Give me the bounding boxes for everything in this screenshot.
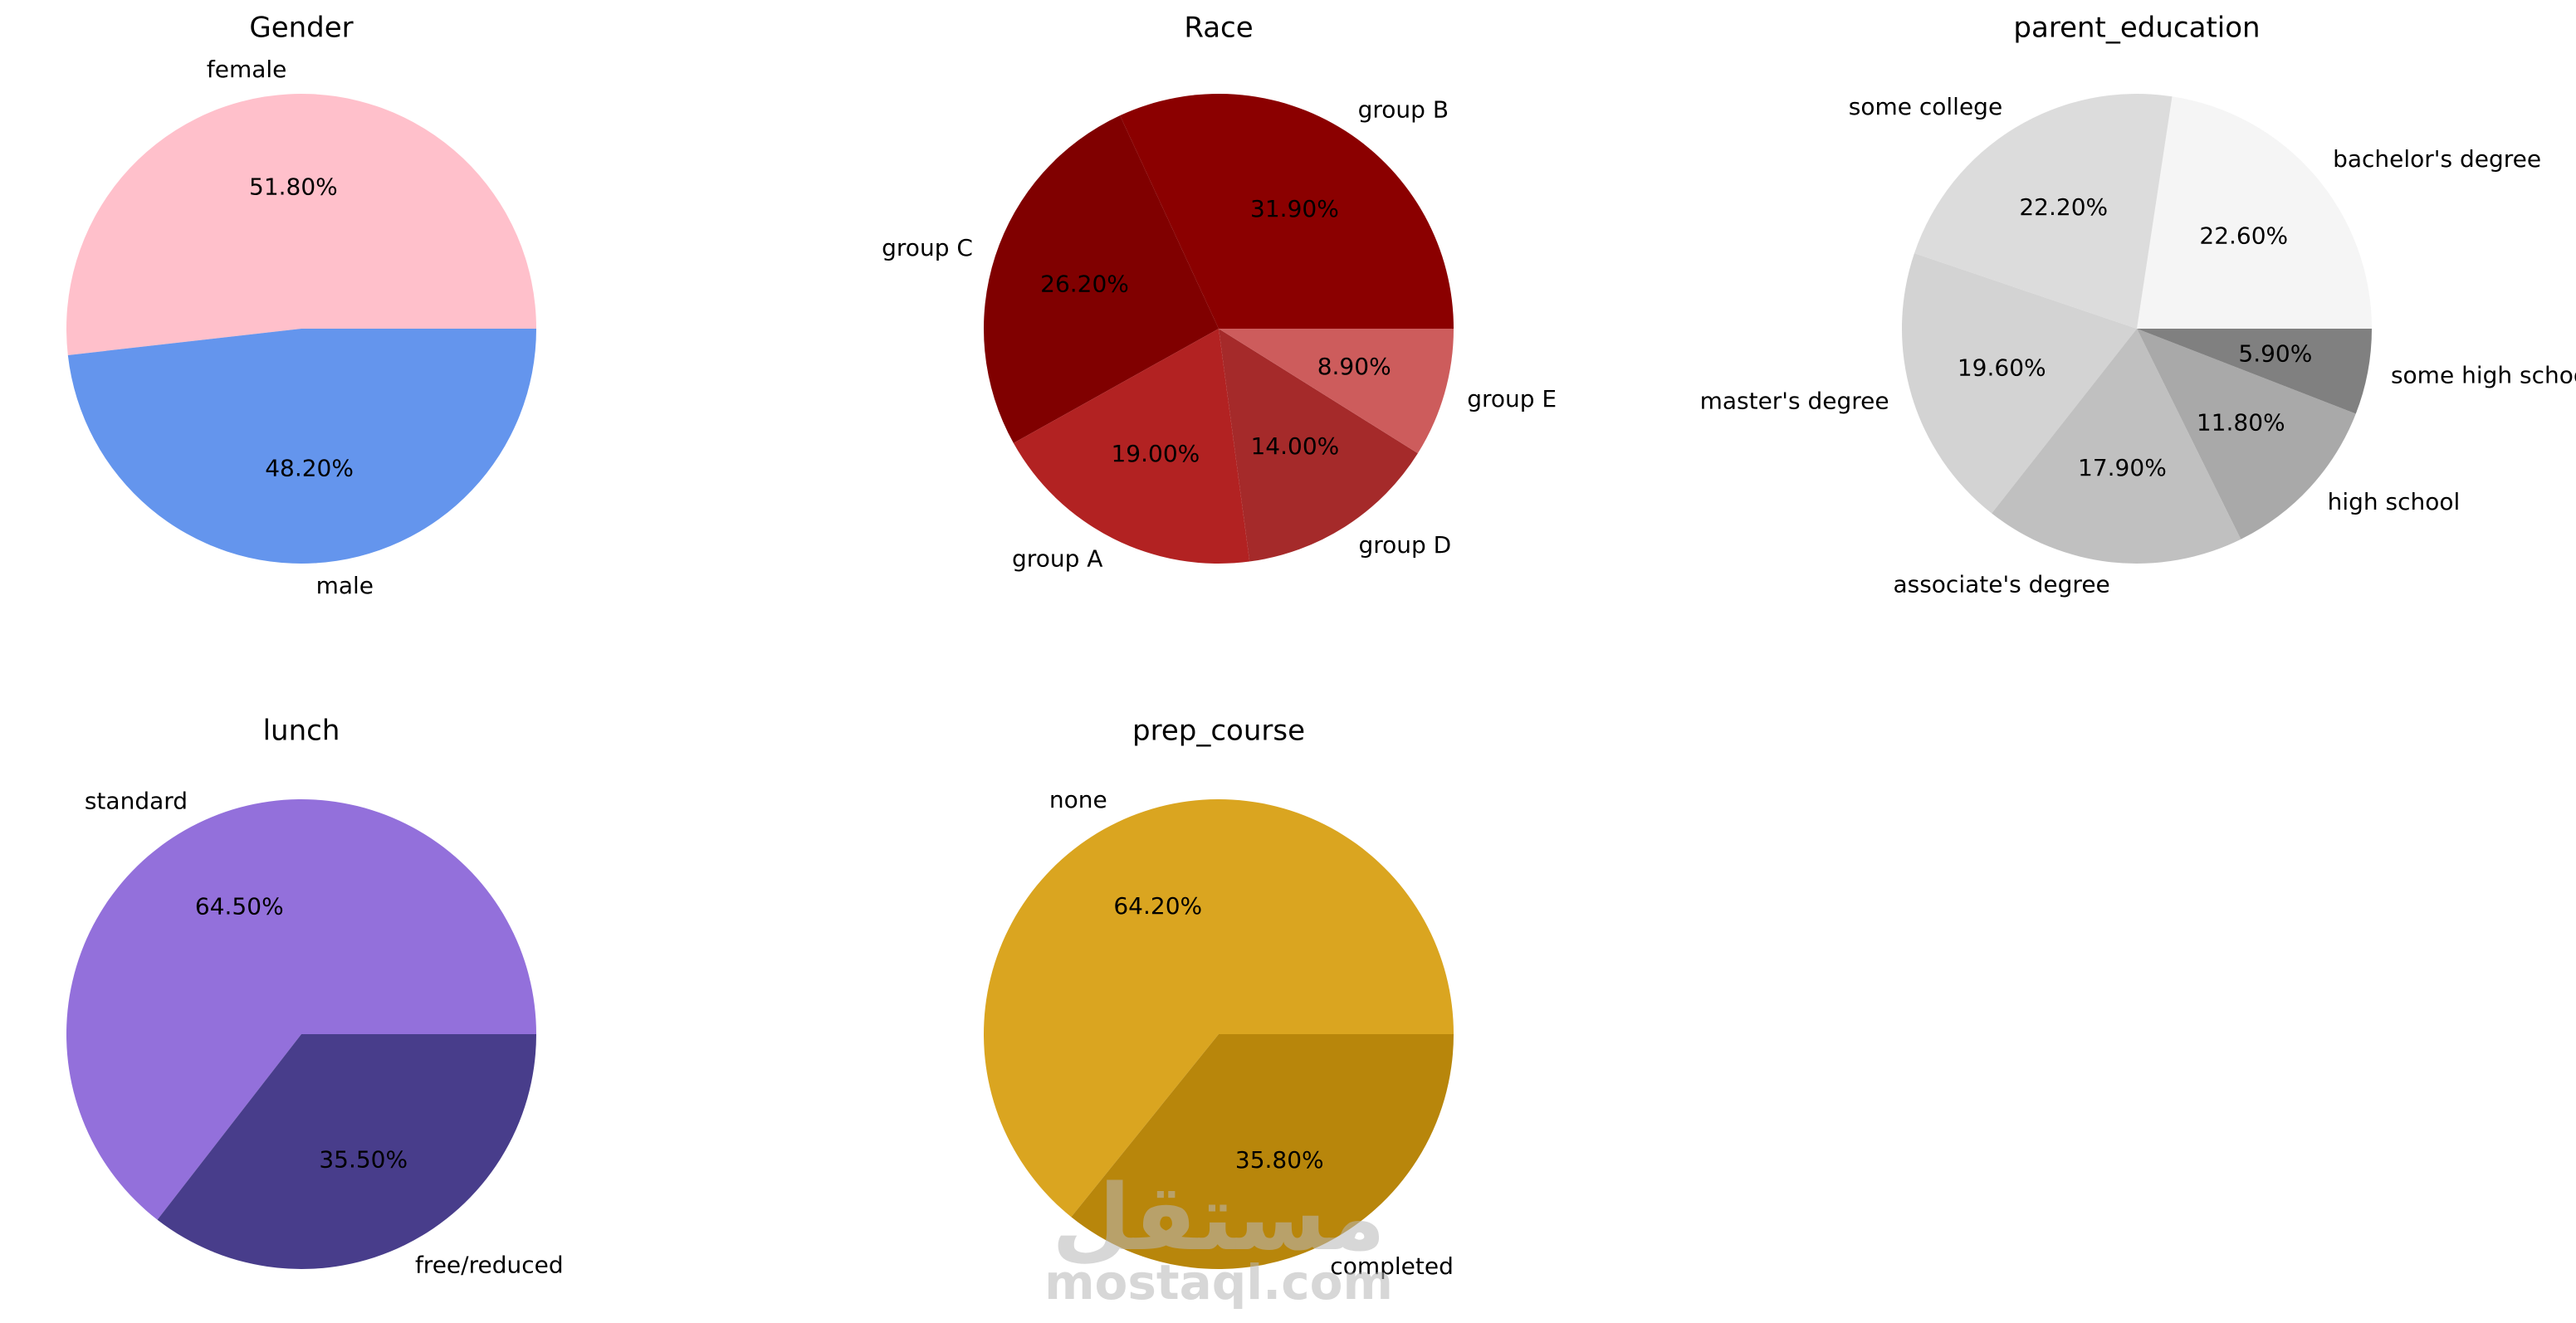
- percent-label: 35.50%: [319, 1145, 408, 1173]
- pie-slice-some-high-school: [2137, 329, 2372, 414]
- percent-label: 51.80%: [249, 173, 338, 200]
- percent-label: 26.20%: [1040, 271, 1129, 298]
- pie-chart-gender: Gender female 51.80% male 48.20%: [66, 12, 537, 599]
- pie-chart-race: Race group B 31.90% group C 26.20% group A 19.…: [882, 12, 1557, 573]
- percent-label: 14.00%: [1250, 432, 1339, 460]
- percent-label: 5.90%: [2238, 339, 2312, 367]
- percent-label: 17.90%: [2078, 454, 2167, 481]
- slice-label: some college: [1849, 93, 2002, 120]
- slice-label: group B: [1358, 96, 1449, 124]
- pie-slice-group-b: [1120, 93, 1454, 329]
- pie-slice-none: [984, 799, 1454, 1218]
- percent-label: 64.50%: [195, 893, 284, 920]
- chart-title: Race: [1184, 12, 1253, 45]
- pie-chart-lunch: lunch standard 64.50% free/reduced 35.50%: [66, 715, 564, 1279]
- watermark: مستقل mostaql.com: [1044, 1164, 1393, 1311]
- slice-label: group C: [882, 234, 973, 261]
- percent-label: 8.90%: [1317, 353, 1391, 380]
- slice-label: high school: [2328, 488, 2461, 515]
- percent-label: 19.60%: [1958, 354, 2046, 381]
- slice-label: completed: [1330, 1252, 1454, 1280]
- slice-label: group A: [1012, 544, 1102, 572]
- chart-title: parent_education: [2013, 12, 2260, 45]
- pie-slice-standard: [66, 799, 536, 1220]
- pie-slice-group-d: [1219, 329, 1418, 562]
- percent-label: 22.60%: [2199, 222, 2288, 249]
- pie-slice-group-e: [1219, 329, 1454, 454]
- slice-label: group D: [1358, 531, 1451, 559]
- watermark-latin: mostaql.com: [1044, 1254, 1393, 1311]
- slice-label: some high school: [2391, 361, 2576, 388]
- pie-chart-parent-education: parent_education bachelor's degree 22.60% s…: [1700, 12, 2576, 598]
- pie-slice-some-college: [1914, 94, 2173, 329]
- percent-label: 48.20%: [265, 455, 354, 482]
- pie-slice-group-a: [1013, 329, 1250, 564]
- slice-label: group E: [1467, 385, 1557, 413]
- pie-slice-male: [67, 329, 537, 564]
- pie-slice-free-reduced: [157, 1034, 536, 1269]
- slice-label: female: [207, 56, 287, 83]
- slice-label: associate's degree: [1893, 571, 2109, 598]
- chart-title: Gender: [249, 12, 353, 45]
- slice-label: none: [1049, 786, 1107, 813]
- slice-label: standard: [85, 787, 188, 814]
- percent-label: 11.80%: [2197, 409, 2285, 437]
- pie-slice-group-c: [984, 115, 1219, 443]
- slice-label: bachelor's degree: [2333, 145, 2541, 173]
- percent-label: 22.20%: [2019, 193, 2108, 221]
- percent-label: 31.90%: [1250, 195, 1339, 222]
- percent-label: 64.20%: [1113, 892, 1202, 920]
- pie-slice-completed: [1071, 1034, 1454, 1269]
- slice-label: free/reduced: [415, 1252, 564, 1279]
- chart-title: prep_course: [1132, 715, 1305, 748]
- slice-label: master's degree: [1700, 388, 1889, 415]
- percent-label: 19.00%: [1111, 440, 1200, 467]
- watermark-arabic: مستقل: [1052, 1164, 1386, 1271]
- pie-slice-master-s-degree: [1902, 253, 2137, 514]
- pie-slice-female: [66, 94, 536, 355]
- percent-label: 35.80%: [1235, 1146, 1324, 1174]
- chart-title: lunch: [263, 715, 340, 748]
- slice-label: male: [316, 572, 374, 599]
- pie-slice-associate-s-degree: [1992, 329, 2241, 564]
- pie-slice-bachelor-s-degree: [2137, 96, 2372, 330]
- pie-slice-high-school: [2137, 329, 2356, 539]
